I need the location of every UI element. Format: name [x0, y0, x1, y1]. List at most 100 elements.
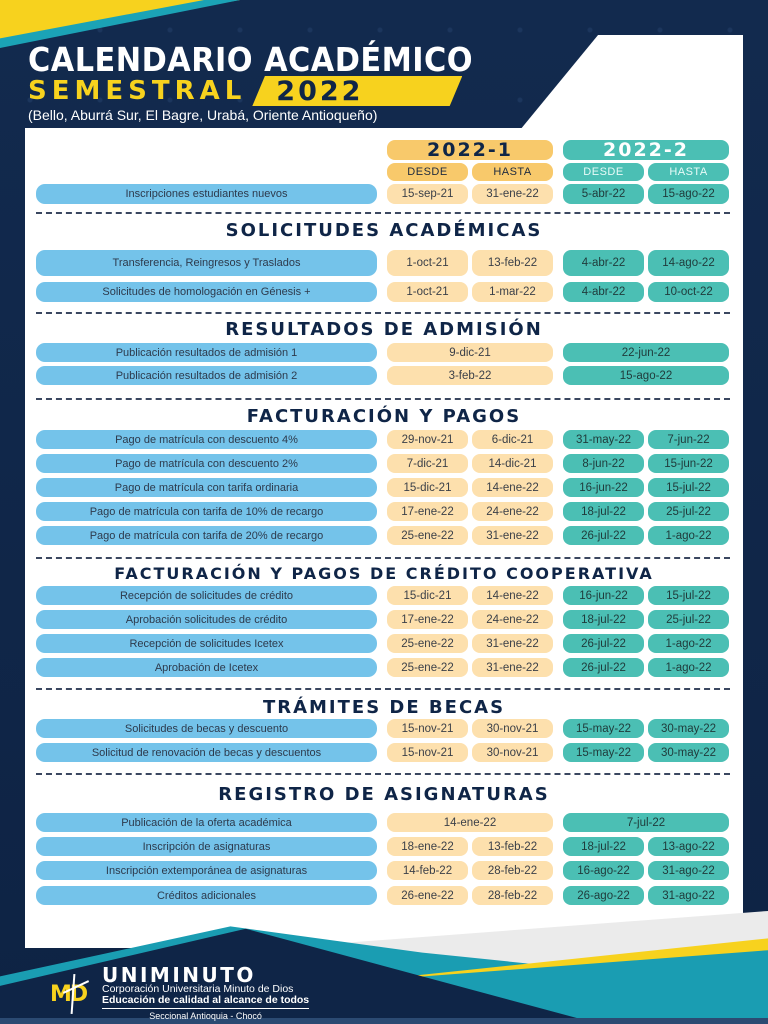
- divider: [36, 557, 730, 559]
- date-cell: 15-may-22: [563, 719, 644, 738]
- date-cell: 17-ene-22: [387, 610, 468, 629]
- date-cell: 4-abr-22: [563, 282, 644, 302]
- row-label: Pago de matrícula con tarifa de 10% de r…: [36, 502, 377, 521]
- year-badge: 2022: [252, 76, 463, 106]
- date-cell: 15-sep-21: [387, 184, 468, 204]
- page-subtitle: SEMESTRAL: [28, 76, 247, 106]
- row-label: Inscripción extemporánea de asignaturas: [36, 861, 377, 880]
- footer-bottom-line: [0, 1018, 768, 1024]
- date-cell: 15-ago-22: [648, 184, 729, 204]
- date-cell: 15-ago-22: [563, 366, 729, 385]
- date-cell: 26-ago-22: [563, 886, 644, 905]
- date-cell: 14-ene-22: [387, 813, 553, 832]
- date-cell: 30-may-22: [648, 719, 729, 738]
- logo-text: UNIMINUTO Corporación Universitaria Minu…: [102, 963, 310, 1021]
- date-cell: 25-ene-22: [387, 634, 468, 653]
- date-cell: 13-ago-22: [648, 837, 729, 856]
- date-cell: 14-dic-21: [472, 454, 553, 473]
- date-cell: 31-may-22: [563, 430, 644, 449]
- date-cell: 31-ene-22: [472, 184, 553, 204]
- logo-mark-icon: MD: [50, 973, 98, 1014]
- date-cell: 28-feb-22: [472, 861, 553, 880]
- date-cell: 25-jul-22: [648, 610, 729, 629]
- date-cell: 15-nov-21: [387, 719, 468, 738]
- date-cell: 16-jun-22: [563, 586, 644, 605]
- date-cell: 18-jul-22: [563, 837, 644, 856]
- date-cell: 8-jun-22: [563, 454, 644, 473]
- section-title-facturacion: FACTURACIÓN Y PAGOS: [246, 406, 522, 427]
- date-cell: 1-ago-22: [648, 634, 729, 653]
- date-cell: 31-ago-22: [648, 886, 729, 905]
- date-cell: 4-abr-22: [563, 250, 644, 276]
- date-cell: 31-ene-22: [472, 526, 553, 545]
- row-label: Créditos adicionales: [36, 886, 377, 905]
- date-cell: 30-may-22: [648, 743, 729, 762]
- locations-text: (Bello, Aburrá Sur, El Bagre, Urabá, Ori…: [28, 107, 378, 123]
- section-title-registro: REGISTRO DE ASIGNATURAS: [218, 784, 550, 805]
- date-cell: 31-ene-22: [472, 658, 553, 677]
- row-label: Publicación de la oferta académica: [36, 813, 377, 832]
- date-cell: 14-ene-22: [472, 586, 553, 605]
- date-cell: 15-jul-22: [648, 478, 729, 497]
- date-cell: 1-ago-22: [648, 526, 729, 545]
- row-label: Pago de matrícula con tarifa de 20% de r…: [36, 526, 377, 545]
- row-label: Publicación resultados de admisión 1: [36, 343, 377, 362]
- date-cell: 5-abr-22: [563, 184, 644, 204]
- column-hasta-1: HASTA: [472, 163, 553, 181]
- date-cell: 15-dic-21: [387, 478, 468, 497]
- date-cell: 13-feb-22: [472, 250, 553, 276]
- date-cell: 10-oct-22: [648, 282, 729, 302]
- date-cell: 18-ene-22: [387, 837, 468, 856]
- date-cell: 25-ene-22: [387, 526, 468, 545]
- date-cell: 1-oct-21: [387, 282, 468, 302]
- period-header-2022-2: 2022-2: [563, 139, 729, 161]
- brand-line-1: Corporación Universitaria Minuto de Dios: [102, 983, 294, 995]
- date-cell: 15-dic-21: [387, 586, 468, 605]
- date-cell: 7-jul-22: [563, 813, 729, 832]
- brand-name: UNIMINUTO: [102, 963, 256, 987]
- page-title: CALENDARIO ACADÉMICO: [28, 40, 474, 79]
- date-cell: 3-feb-22: [387, 366, 553, 385]
- date-cell: 14-feb-22: [387, 861, 468, 880]
- section-title-becas: TRÁMITES DE BECAS: [262, 697, 506, 718]
- divider: [36, 212, 730, 214]
- date-cell: 7-dic-21: [387, 454, 468, 473]
- date-cell: 17-ene-22: [387, 502, 468, 521]
- date-cell: 25-ene-22: [387, 658, 468, 677]
- date-cell: 16-ago-22: [563, 861, 644, 880]
- divider: [36, 773, 730, 775]
- date-cell: 31-ene-22: [472, 634, 553, 653]
- date-cell: 16-jun-22: [563, 478, 644, 497]
- row-label: Recepción de solicitudes de crédito: [36, 586, 377, 605]
- date-cell: 14-ago-22: [648, 250, 729, 276]
- date-cell: 26-jul-22: [563, 634, 644, 653]
- row-label: Solicitudes de becas y descuento: [36, 719, 377, 738]
- period-header-2022-1: 2022-1: [387, 139, 553, 161]
- section-title-resultados: RESULTADOS DE ADMISIÓN: [225, 319, 543, 340]
- date-cell: 15-jun-22: [648, 454, 729, 473]
- row-label: Aprobación solicitudes de crédito: [36, 610, 377, 629]
- row-label: Publicación resultados de admisión 2: [36, 366, 377, 385]
- date-cell: 18-jul-22: [563, 502, 644, 521]
- date-cell: 22-jun-22: [563, 343, 729, 362]
- row-label: Transferencia, Reingresos y Traslados: [36, 250, 377, 276]
- date-cell: 28-feb-22: [472, 886, 553, 905]
- section-title-credito: FACTURACIÓN Y PAGOS DE CRÉDITO COOPERATI…: [114, 564, 654, 583]
- brand-line-3: Seccional Antioquia - Chocó: [149, 1011, 262, 1021]
- date-cell: 26-jul-22: [563, 658, 644, 677]
- row-label: Pago de matrícula con tarifa ordinaria: [36, 478, 377, 497]
- date-cell: 6-dic-21: [472, 430, 553, 449]
- date-cell: 7-jun-22: [648, 430, 729, 449]
- date-cell: 9-dic-21: [387, 343, 553, 362]
- date-cell: 15-nov-21: [387, 743, 468, 762]
- date-cell: 29-nov-21: [387, 430, 468, 449]
- brand-line-2: Educación de calidad al alcance de todos: [102, 995, 310, 1009]
- column-desde-1: DESDE: [387, 163, 468, 181]
- column-desde-2: DESDE: [563, 163, 644, 181]
- date-cell: 30-nov-21: [472, 743, 553, 762]
- row-label: Aprobación de Icetex: [36, 658, 377, 677]
- divider: [36, 398, 730, 400]
- date-cell: 24-ene-22: [472, 610, 553, 629]
- date-cell: 25-jul-22: [648, 502, 729, 521]
